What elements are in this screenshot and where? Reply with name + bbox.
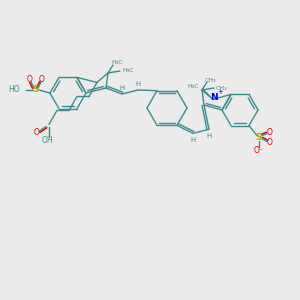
Text: S: S	[33, 85, 39, 94]
Text: N: N	[210, 93, 218, 102]
Text: O: O	[34, 128, 40, 137]
Text: O: O	[27, 76, 33, 85]
Text: H: H	[135, 81, 141, 87]
Text: HO: HO	[8, 85, 20, 94]
Text: CH₃: CH₃	[216, 85, 228, 91]
Text: O: O	[267, 138, 273, 147]
Text: H: H	[206, 133, 211, 139]
Text: OH: OH	[41, 136, 53, 145]
Text: H₃C: H₃C	[188, 84, 199, 89]
Text: O: O	[267, 128, 273, 137]
Text: CH₃: CH₃	[205, 77, 217, 83]
Text: +: +	[217, 89, 223, 95]
Text: O: O	[39, 76, 45, 85]
Text: O⁻: O⁻	[254, 146, 264, 155]
Text: H₃C: H₃C	[122, 68, 134, 74]
Text: S: S	[256, 133, 262, 142]
Text: H: H	[190, 137, 196, 143]
Text: H₃C: H₃C	[111, 61, 123, 65]
Text: H: H	[119, 85, 124, 91]
